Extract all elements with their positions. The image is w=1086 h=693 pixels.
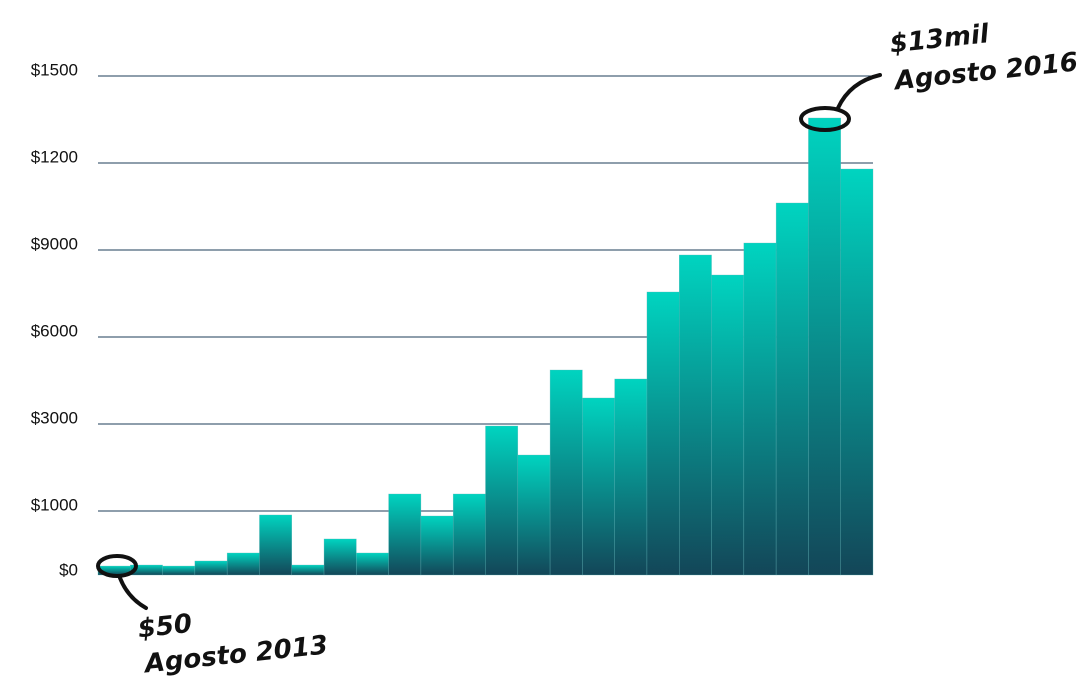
bar bbox=[840, 168, 874, 576]
y-tick-label: $1500 bbox=[31, 60, 78, 79]
y-tick-label: $3000 bbox=[31, 408, 78, 427]
annotation: $50 bbox=[136, 609, 193, 645]
bar bbox=[549, 369, 583, 576]
bar bbox=[517, 454, 551, 576]
bar bbox=[194, 560, 228, 576]
bar bbox=[485, 425, 519, 576]
bar bbox=[711, 274, 745, 576]
bar bbox=[323, 538, 357, 576]
bar bbox=[162, 565, 196, 576]
y-tick-label: $6000 bbox=[31, 321, 78, 340]
y-tick-label: $1000 bbox=[31, 495, 78, 514]
bar bbox=[808, 117, 841, 576]
bar bbox=[356, 552, 389, 576]
bar bbox=[452, 493, 486, 576]
y-tick-label: $1200 bbox=[31, 147, 78, 166]
bar bbox=[646, 291, 680, 576]
bar bbox=[679, 254, 712, 576]
bar bbox=[775, 202, 809, 576]
highlight-circle bbox=[799, 106, 851, 132]
bar bbox=[743, 242, 777, 576]
bar bbox=[226, 552, 260, 576]
highlight-circle bbox=[96, 554, 138, 578]
y-tick-label: $9000 bbox=[31, 234, 78, 253]
bar bbox=[420, 515, 454, 576]
annotation-arrow bbox=[836, 73, 882, 110]
y-tick-label: $0 bbox=[59, 560, 78, 579]
bar bbox=[614, 378, 648, 576]
bar bbox=[582, 397, 615, 576]
bar bbox=[291, 564, 325, 576]
bar bbox=[259, 514, 293, 576]
annotation: $13mil bbox=[888, 19, 991, 59]
bar bbox=[388, 493, 422, 576]
annotation-arrow bbox=[118, 576, 148, 610]
